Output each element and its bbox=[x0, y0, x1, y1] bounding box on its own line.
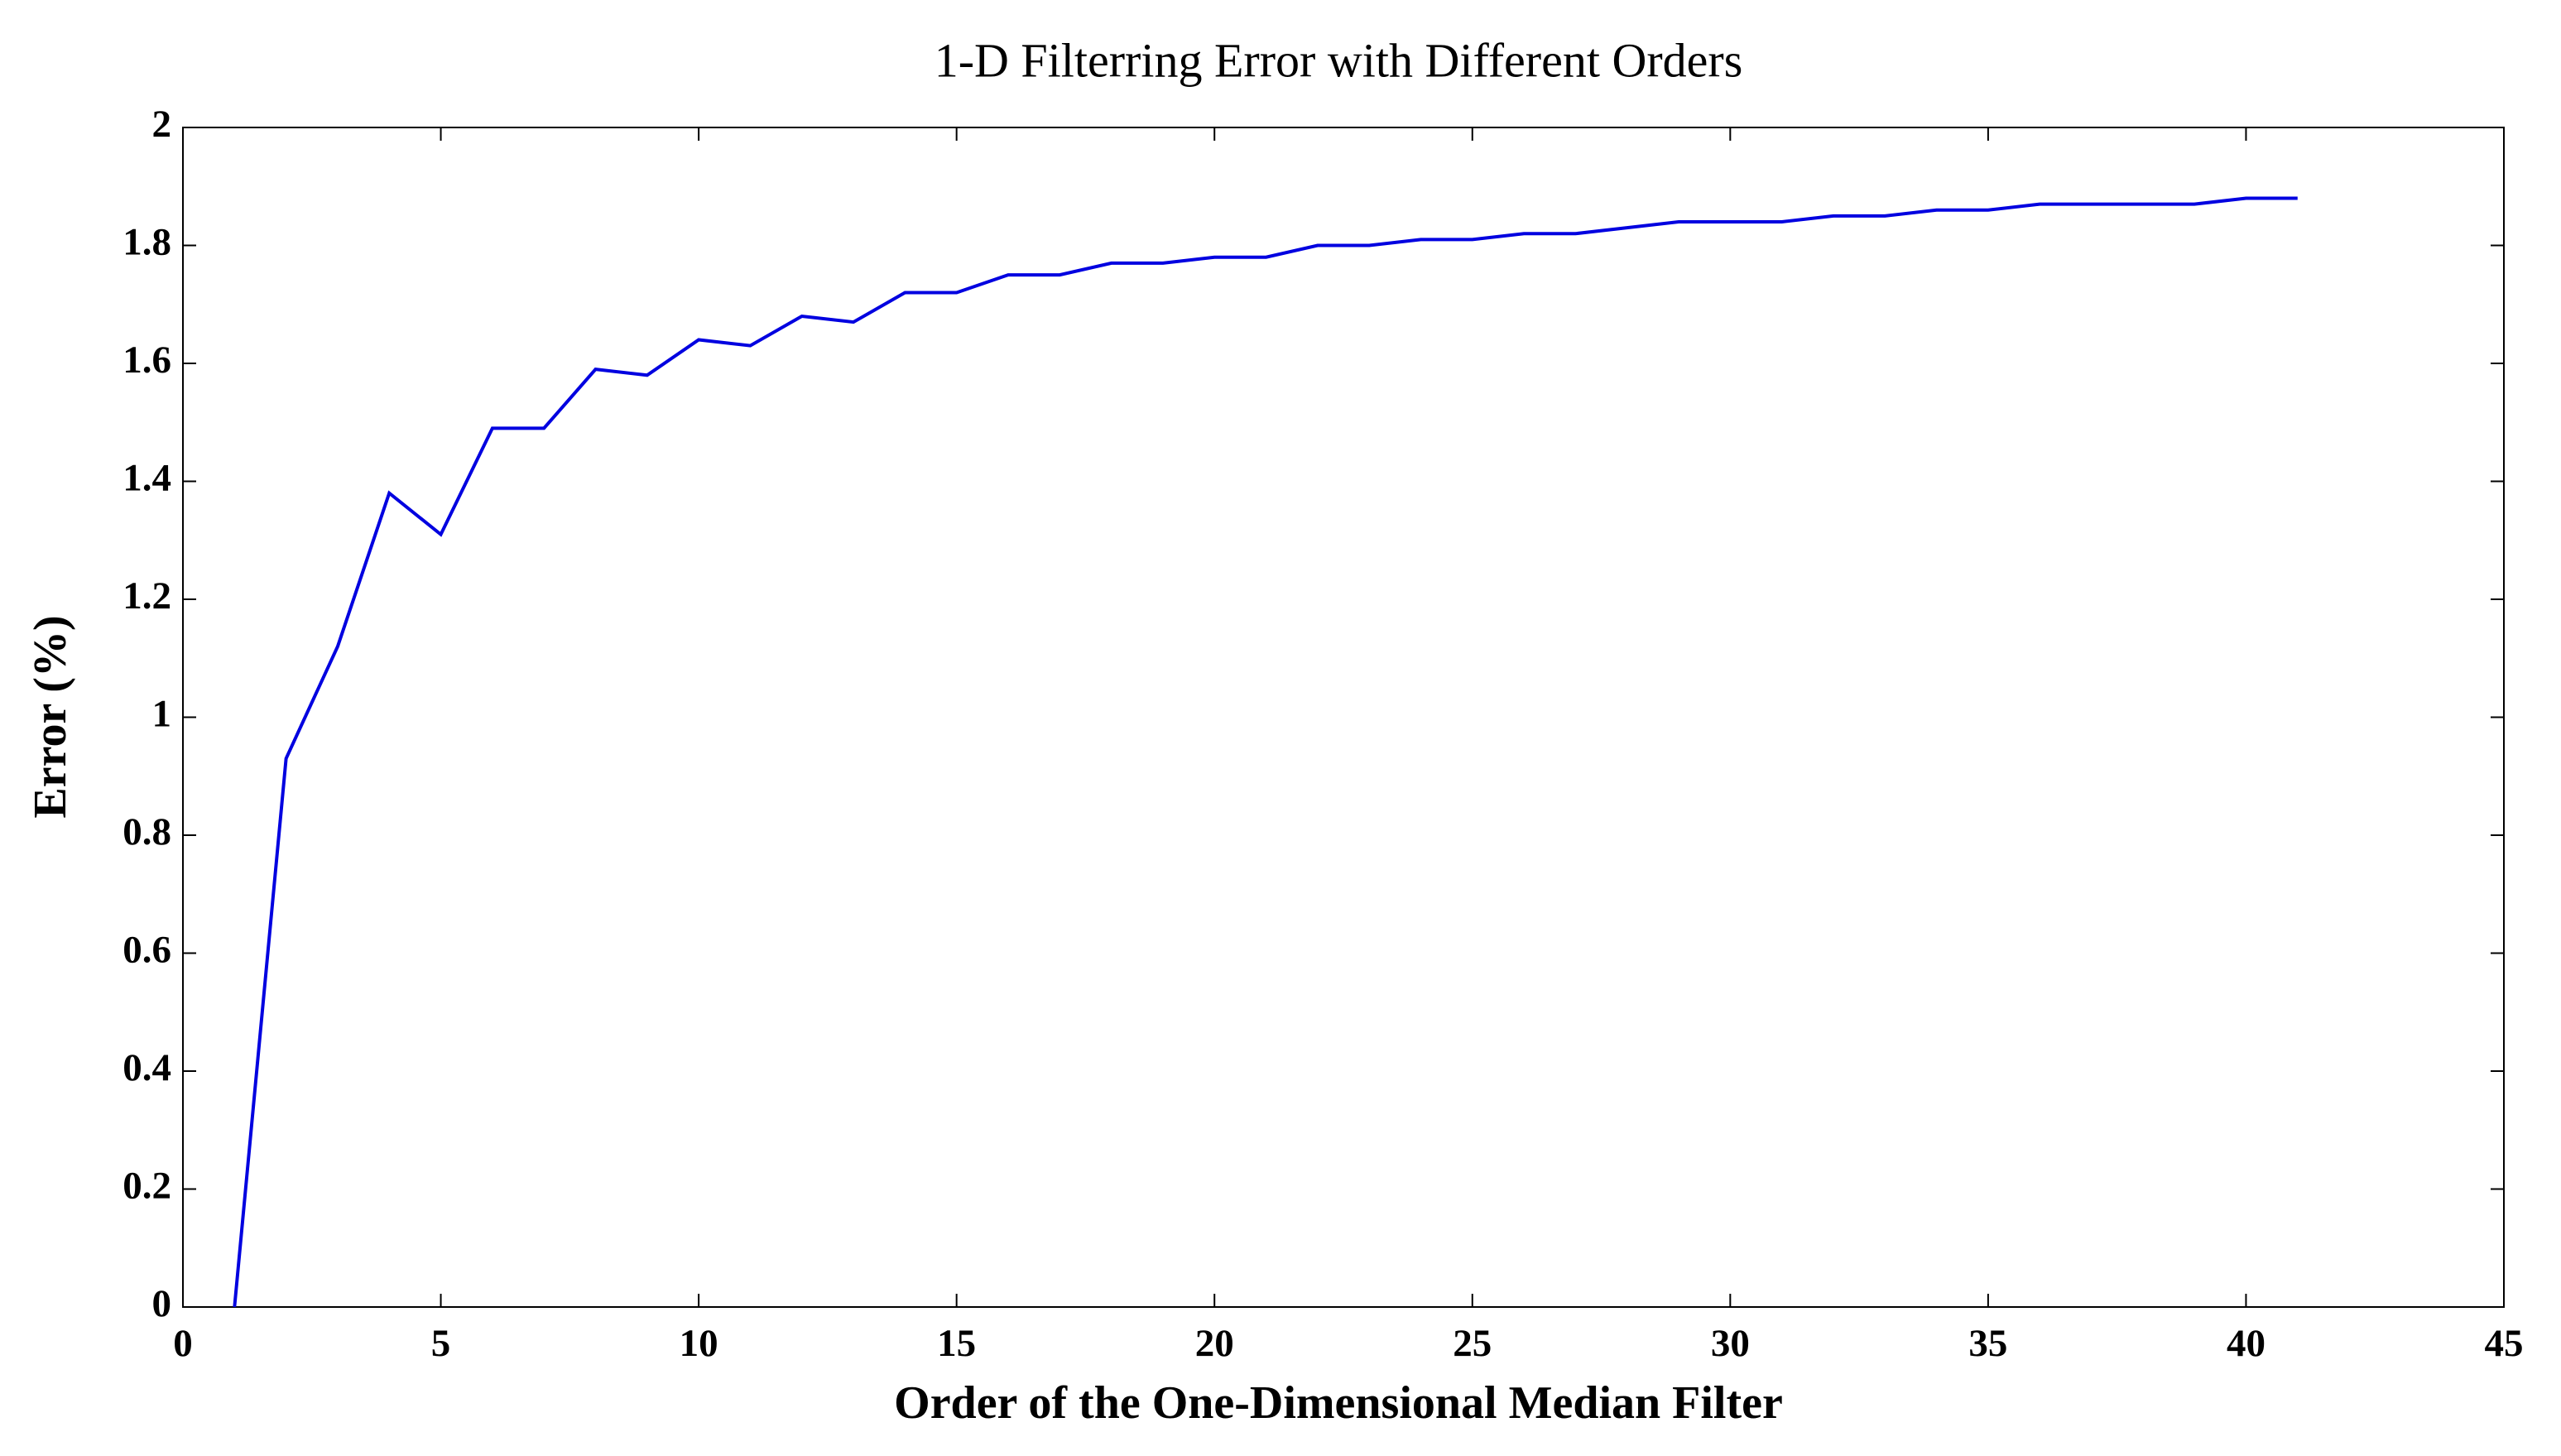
y-axis-label: Error (%) bbox=[25, 615, 76, 818]
y-tick-label: 2 bbox=[152, 103, 172, 146]
y-tick-label: 1.4 bbox=[123, 456, 171, 499]
y-tick-label: 0.4 bbox=[123, 1046, 171, 1089]
chart-title: 1-D Filterring Error with Different Orde… bbox=[935, 33, 1743, 87]
x-tick-label: 45 bbox=[2485, 1322, 2524, 1365]
line bbox=[233, 196, 2298, 1308]
x-axis-label: Order of the One-Dimensional Median Filt… bbox=[894, 1377, 1783, 1429]
x-tick-label: 30 bbox=[1711, 1322, 1750, 1365]
y-tick-label: 0.8 bbox=[123, 810, 171, 853]
x-tick-label: 0 bbox=[173, 1322, 193, 1365]
x-tick-label: 20 bbox=[1195, 1322, 1234, 1365]
x-tick-label: 25 bbox=[1453, 1322, 1492, 1365]
x-tick-label: 10 bbox=[680, 1322, 718, 1365]
y-tick-label: 1 bbox=[152, 692, 172, 735]
y-tick-label: 0.2 bbox=[123, 1164, 171, 1207]
y-tick-label: 0.6 bbox=[123, 928, 171, 971]
x-tick-label: 35 bbox=[1968, 1322, 2007, 1365]
y-tick-label: 1.8 bbox=[123, 220, 171, 263]
x-tick-label: 40 bbox=[2227, 1322, 2266, 1365]
x-tick-label: 5 bbox=[431, 1322, 451, 1365]
y-tick-label: 1.6 bbox=[123, 339, 171, 382]
x-tick-label: 15 bbox=[937, 1322, 976, 1365]
y-tick-label: 1.2 bbox=[123, 574, 171, 617]
y-tick-label: 0 bbox=[152, 1282, 172, 1325]
